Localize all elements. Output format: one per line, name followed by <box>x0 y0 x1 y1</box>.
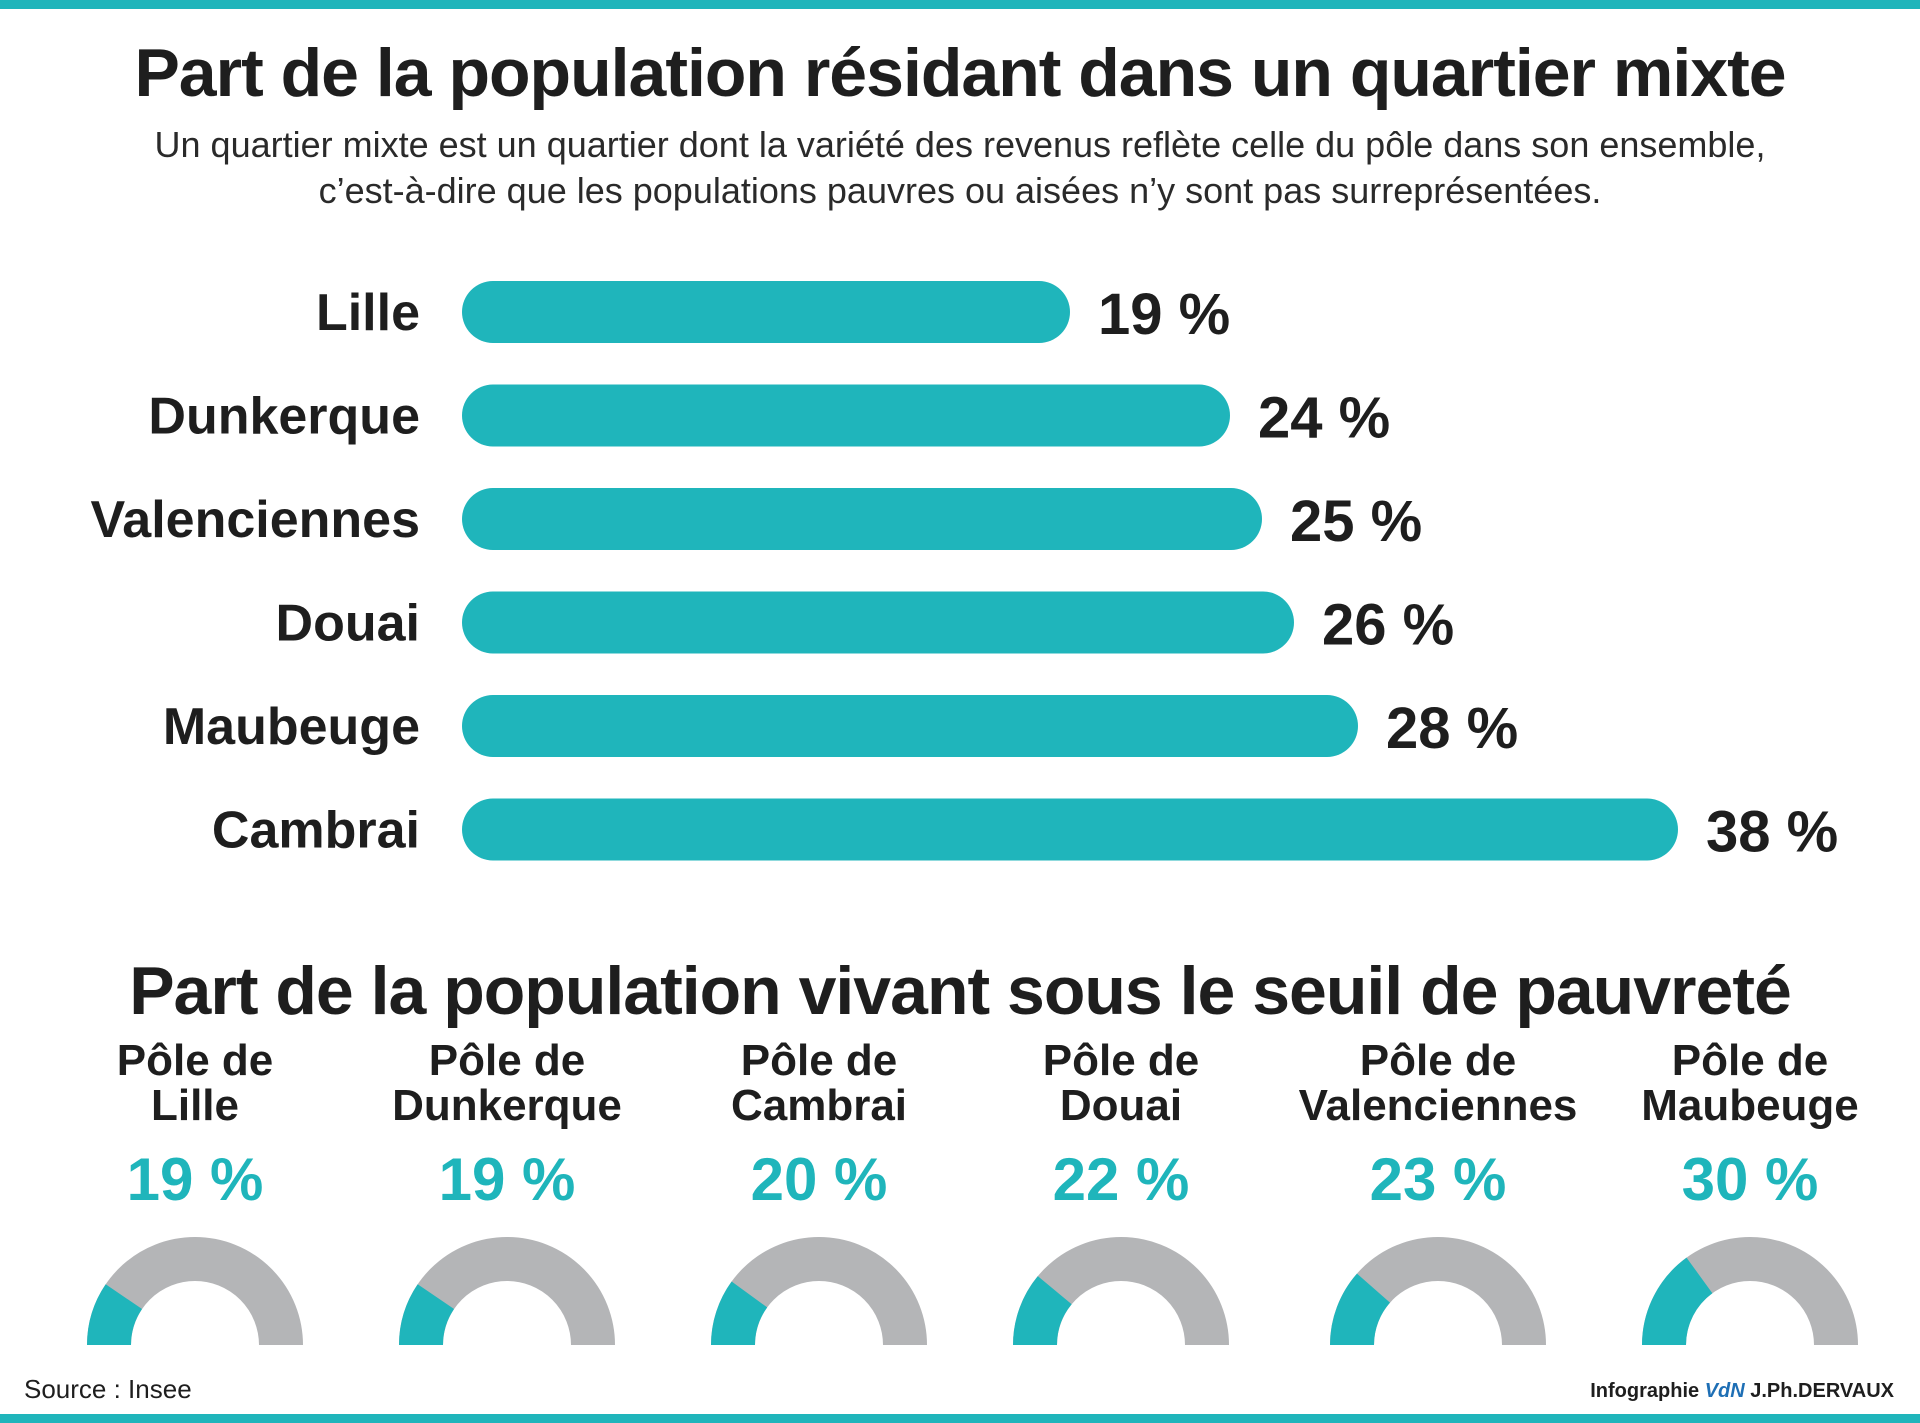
bar <box>462 798 1678 861</box>
top-accent-rule <box>0 0 1920 9</box>
value-label: 24 % <box>1258 386 1390 451</box>
gauge-label: Dunkerque <box>392 1081 622 1130</box>
gauge-value-label: 19 % <box>439 1146 576 1213</box>
value-label: 19 % <box>1098 282 1230 347</box>
gauge-fill <box>1330 1273 1391 1346</box>
value-label: 38 % <box>1706 800 1838 865</box>
gauge-track <box>399 1237 615 1346</box>
gauge-fill <box>711 1281 768 1346</box>
gauge-label: Lille <box>151 1081 239 1130</box>
bar <box>462 695 1358 757</box>
gauge-label: Pôle de <box>1043 1040 1200 1085</box>
gauge-fill <box>1642 1257 1714 1346</box>
chart-title: Part de la population résidant dans un q… <box>134 35 1786 111</box>
gauge-label: Pôle de <box>1672 1040 1829 1085</box>
category-label: Douai <box>276 595 420 653</box>
gauge-value-label: 30 % <box>1682 1146 1819 1213</box>
poverty-section-title: Part de la population vivant sous le seu… <box>129 953 1792 1029</box>
gauge-value-label: 23 % <box>1370 1146 1507 1213</box>
category-label: Valenciennes <box>90 491 420 549</box>
category-label: Maubeuge <box>163 698 420 756</box>
gauge-fill <box>87 1284 143 1346</box>
gauge-value-label: 22 % <box>1053 1146 1190 1213</box>
mixed-district-bar-chart: Lille 19 % Dunkerque 24 % Valenciennes 25 % Do… <box>90 281 1838 865</box>
gauge-label: Maubeuge <box>1641 1081 1859 1130</box>
bar <box>462 384 1230 447</box>
bar <box>462 281 1070 343</box>
gauge-fill <box>399 1284 455 1346</box>
category-label: Cambrai <box>212 802 420 860</box>
gauge-label: Cambrai <box>731 1081 907 1130</box>
gauge-label: Pôle de <box>741 1040 898 1085</box>
gauge-value-label: 20 % <box>751 1146 888 1213</box>
bottom-accent-rule <box>0 1414 1920 1423</box>
newspaper-logo: VdN <box>1704 1380 1745 1402</box>
gauge-track <box>87 1237 303 1346</box>
gauge-label: Pôle de <box>429 1040 586 1085</box>
credit-author: J.Ph.DERVAUX <box>1750 1380 1894 1402</box>
gauge-value-label: 19 % <box>127 1146 264 1213</box>
gauge-fill <box>1013 1276 1073 1346</box>
bar <box>462 591 1294 654</box>
chart-subtitle-line-1: Un quartier mixte est un quartier dont l… <box>154 124 1766 165</box>
gauge-label: Valenciennes <box>1299 1081 1578 1130</box>
chart-subtitle-line-2: c’est-à-dire que les populations pauvres… <box>318 170 1602 211</box>
gauge-label: Pôle de <box>1360 1040 1517 1085</box>
category-label: Dunkerque <box>148 388 420 446</box>
source-note: Source : Insee <box>24 1374 192 1404</box>
credit-prefix: Infographie <box>1590 1380 1700 1402</box>
category-label: Lille <box>316 284 420 342</box>
credit-line: Infographie VdN J.Ph.DERVAUX <box>1590 1380 1894 1403</box>
value-label: 25 % <box>1290 489 1422 554</box>
gauge-label: Douai <box>1060 1081 1182 1130</box>
value-label: 28 % <box>1386 696 1518 761</box>
gauge-label: Pôle de <box>117 1040 274 1085</box>
bar <box>462 488 1262 550</box>
value-label: 26 % <box>1322 593 1454 658</box>
